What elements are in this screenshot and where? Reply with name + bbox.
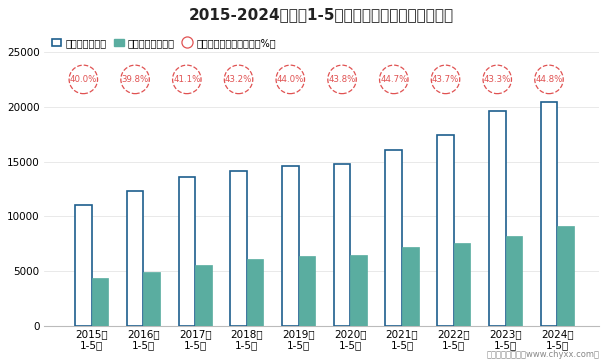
Text: 39.8%: 39.8% — [121, 75, 148, 84]
Text: 43.3%: 43.3% — [484, 75, 511, 84]
Text: 43.7%: 43.7% — [432, 75, 459, 84]
Bar — [92, 278, 108, 326]
Text: 制图：智研咨询（www.chyxx.com）: 制图：智研咨询（www.chyxx.com） — [487, 350, 600, 359]
Bar — [402, 247, 419, 326]
Bar — [385, 149, 402, 326]
Bar — [334, 164, 350, 326]
Text: 43.8%: 43.8% — [328, 75, 356, 84]
Bar — [195, 265, 211, 326]
Text: 41.1%: 41.1% — [173, 75, 201, 84]
Bar — [350, 255, 367, 326]
Bar — [505, 236, 522, 326]
Bar — [127, 191, 144, 326]
Bar — [558, 226, 574, 326]
Bar — [179, 177, 195, 326]
Bar — [437, 135, 454, 326]
Text: 44.8%: 44.8% — [535, 75, 563, 84]
Title: 2015-2024年各年1-5月贵州省工业企业资产统计图: 2015-2024年各年1-5月贵州省工业企业资产统计图 — [189, 7, 454, 22]
Text: 44.0%: 44.0% — [276, 75, 304, 84]
Bar — [299, 256, 315, 326]
Legend: 总资产（亿元）, 流动资产（亿元）, 流动资产占总资产比率（%）: 总资产（亿元）, 流动资产（亿元）, 流动资产占总资产比率（%） — [48, 35, 279, 51]
Bar — [282, 166, 299, 326]
Bar — [541, 103, 558, 326]
Bar — [489, 111, 505, 326]
Bar — [454, 243, 470, 326]
Text: 44.7%: 44.7% — [380, 75, 407, 84]
Text: 40.0%: 40.0% — [70, 75, 97, 84]
Bar — [144, 272, 160, 326]
Text: 43.2%: 43.2% — [225, 75, 252, 84]
Bar — [230, 171, 247, 326]
Bar — [75, 205, 92, 326]
Bar — [247, 259, 264, 326]
